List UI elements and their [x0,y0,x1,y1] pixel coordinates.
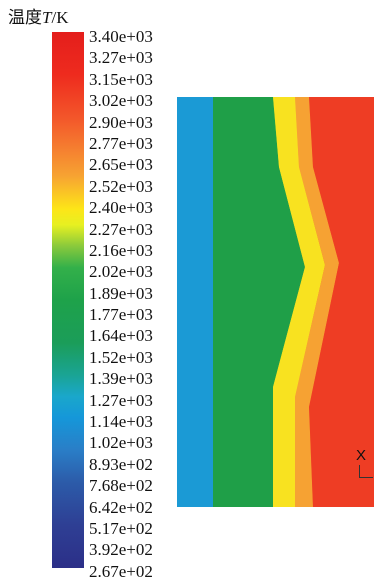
red-band [309,97,374,507]
tick-label: 6.42e+02 [89,497,153,517]
legend-title: 温度T/K [8,8,68,28]
tick-label: 2.40e+03 [89,198,153,218]
tick-label: 2.67e+02 [89,561,153,581]
tick-label: 3.02e+03 [89,91,153,111]
tick-label: 2.90e+03 [89,112,153,132]
legend-title-unit: /K [51,8,69,27]
tick-label: 3.27e+03 [89,48,153,68]
green-band [213,97,305,507]
axis-label-x: X [356,447,367,464]
yellow-band [273,97,325,507]
tick-label: 3.92e+02 [89,540,153,560]
tick-label: 1.14e+03 [89,412,153,432]
legend-title-prefix: 温度 [8,8,42,27]
color-scale-ticks: 3.40e+03 3.27e+03 3.15e+03 3.02e+03 2.90… [89,26,179,582]
tick-label: 1.39e+03 [89,369,153,389]
tick-label: 1.89e+03 [89,283,153,303]
tick-label: 1.64e+03 [89,326,153,346]
tick-label: 5.17e+02 [89,518,153,538]
tick-label: 1.52e+03 [89,347,153,367]
tick-label: 1.77e+03 [89,305,153,325]
tick-label: 2.52e+03 [89,176,153,196]
tick-label: 3.40e+03 [89,27,153,46]
legend-title-symbol: T [42,8,52,27]
tick-label: 2.27e+03 [89,219,153,239]
tick-label: 2.16e+03 [89,240,153,260]
axis-triad-horizontal [359,477,373,478]
tick-label: 2.02e+03 [89,262,153,282]
axis-triad-vertical [359,465,360,478]
tick-label: 7.68e+02 [89,476,153,496]
tick-label: 1.02e+03 [89,433,153,453]
orange-band [295,97,339,507]
tick-label: 3.15e+03 [89,69,153,89]
tick-label: 2.77e+03 [89,133,153,153]
tick-label: 8.93e+02 [89,454,153,474]
temperature-contour-field [177,97,374,507]
cyan-band [177,97,213,507]
color-scale-bar [52,32,84,568]
tick-label: 1.27e+03 [89,390,153,410]
tick-label: 2.65e+03 [89,155,153,175]
contour-bands [177,97,374,507]
